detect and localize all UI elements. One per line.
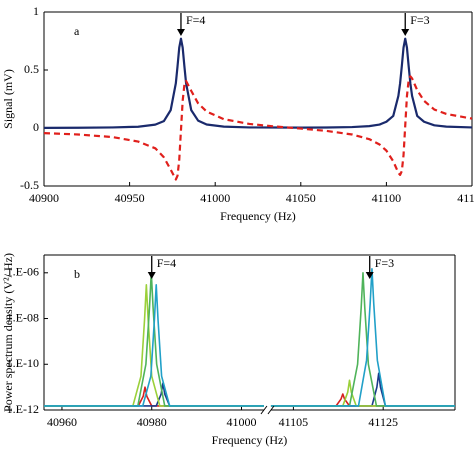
x-tick-label: 40980 xyxy=(137,415,167,429)
y-tick-label: 1.E-08 xyxy=(7,310,39,324)
data-line xyxy=(270,393,455,407)
annotation-label: F=4 xyxy=(157,256,176,270)
x-tick-label: 41000 xyxy=(227,415,257,429)
x-tick-label: 41125 xyxy=(368,415,398,429)
x-tick-label: 41000 xyxy=(200,191,230,205)
x-tick-label: 40960 xyxy=(47,415,77,429)
y-tick-label: 0 xyxy=(33,120,39,134)
data-line xyxy=(43,75,473,181)
data-line xyxy=(270,271,455,407)
y-tick-label: 1 xyxy=(33,4,39,18)
axis-break xyxy=(260,405,268,415)
data-line xyxy=(44,283,264,407)
x-axis-label: Frequency (Hz) xyxy=(212,433,288,447)
arrow-head xyxy=(147,272,156,279)
panel-label: a xyxy=(74,24,80,38)
x-tick-label: 41050 xyxy=(286,191,316,205)
x-tick-label: 40900 xyxy=(29,191,59,205)
x-tick-label: 41100 xyxy=(372,191,402,205)
y-axis-label: Signal (mV) xyxy=(1,69,15,129)
y-tick-label: 1.E-10 xyxy=(7,356,39,370)
axis-break xyxy=(267,405,275,415)
y-tick-label: 0.5 xyxy=(24,62,39,76)
panel-label: b xyxy=(74,267,80,281)
x-tick-label: 41105 xyxy=(279,415,309,429)
y-tick-label: -0.5 xyxy=(20,178,39,192)
arrow-head xyxy=(401,29,410,36)
data-line xyxy=(44,386,264,407)
arrow-head xyxy=(176,29,185,36)
x-tick-label: 40950 xyxy=(115,191,145,205)
y-axis-label: Power spectrum density (V²/ Hz) xyxy=(1,253,15,412)
arrow-head xyxy=(365,272,374,279)
annotation-label: F=4 xyxy=(186,13,205,27)
data-line xyxy=(44,283,264,407)
y-tick-label: 1.E-06 xyxy=(7,265,39,279)
x-axis-label: Frequency (Hz) xyxy=(220,209,296,223)
annotation-label: F=3 xyxy=(375,256,394,270)
y-tick-label: 1.E-12 xyxy=(7,402,39,416)
data-line xyxy=(270,267,455,407)
annotation-label: F=3 xyxy=(410,13,429,27)
x-tick-label: 41150 xyxy=(457,191,474,205)
